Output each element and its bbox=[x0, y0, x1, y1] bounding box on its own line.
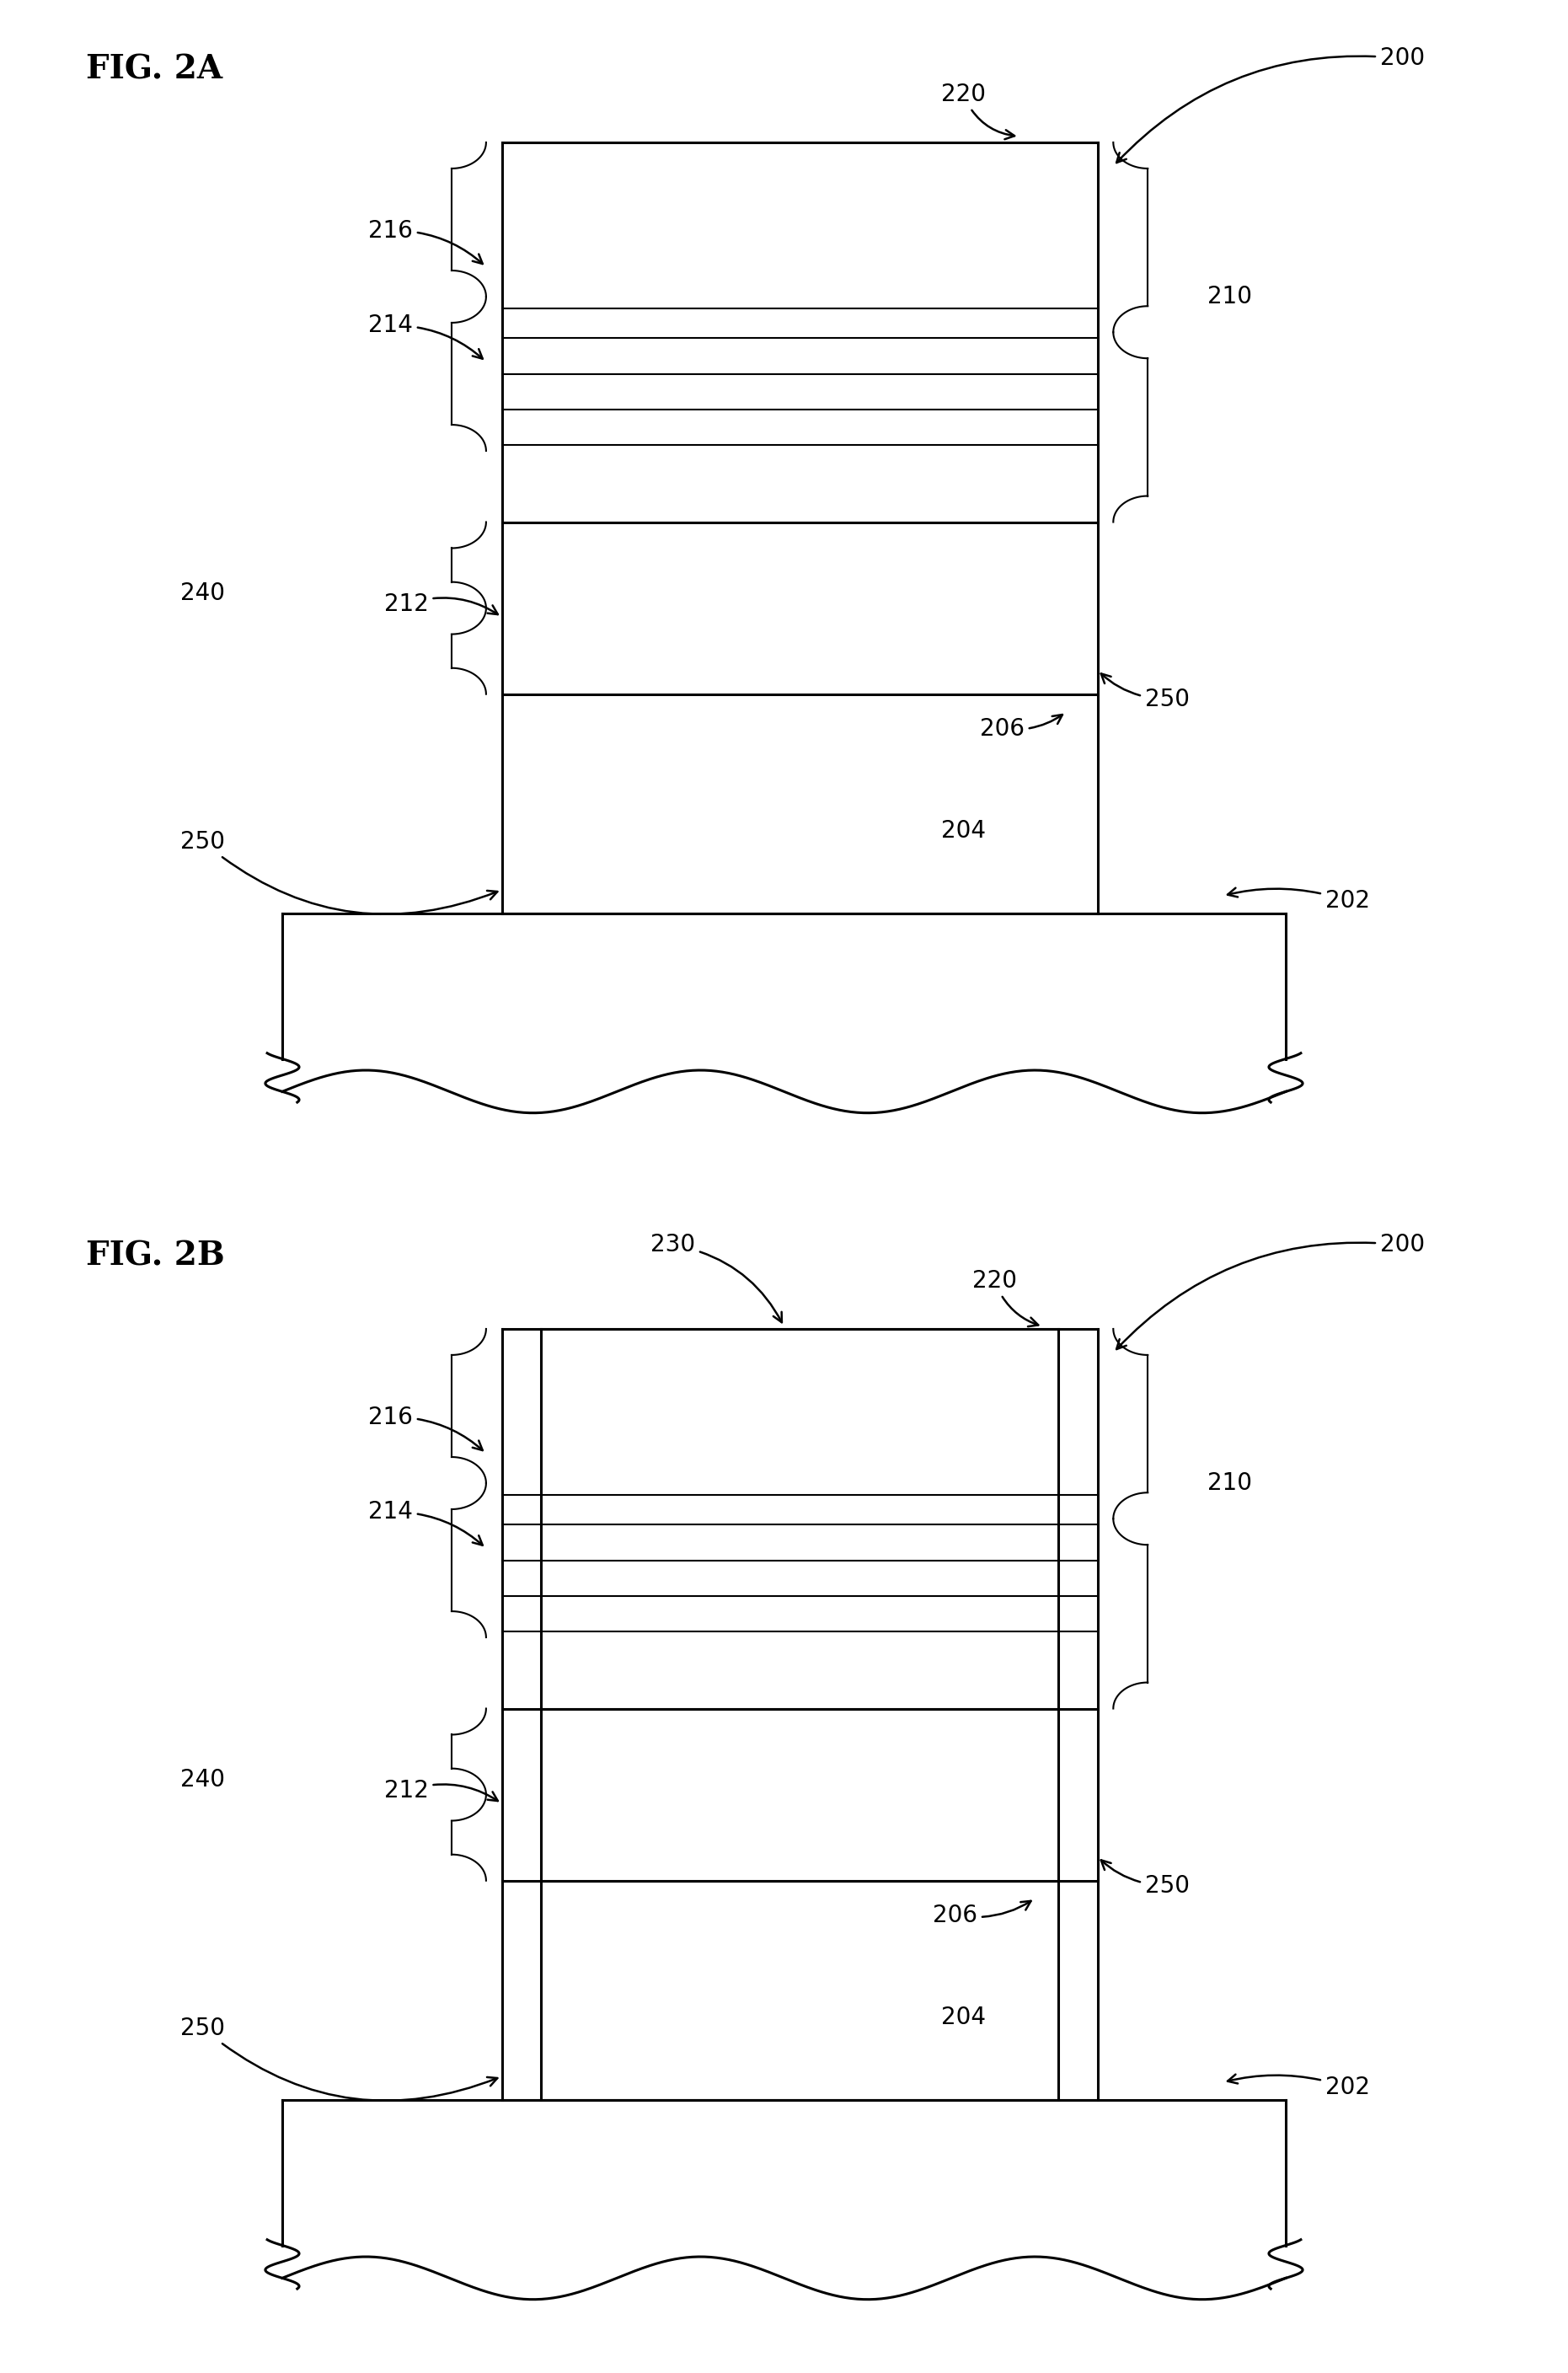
Text: 220: 220 bbox=[941, 83, 1014, 140]
Text: 210: 210 bbox=[1207, 285, 1251, 308]
Text: 206: 206 bbox=[980, 714, 1063, 740]
Text: FIG. 2B: FIG. 2B bbox=[86, 1239, 226, 1272]
Text: 250: 250 bbox=[1101, 1860, 1189, 1898]
Text: 216: 216 bbox=[368, 218, 483, 263]
Text: 230: 230 bbox=[651, 1234, 782, 1322]
Text: 200: 200 bbox=[1116, 47, 1425, 164]
Text: 216: 216 bbox=[368, 1405, 483, 1450]
Text: 202: 202 bbox=[1228, 888, 1369, 914]
Text: 212: 212 bbox=[384, 1780, 497, 1803]
Text: 212: 212 bbox=[384, 593, 497, 617]
Text: 210: 210 bbox=[1207, 1471, 1251, 1495]
Text: 220: 220 bbox=[972, 1270, 1038, 1327]
Text: 214: 214 bbox=[368, 1500, 483, 1545]
Text: 204: 204 bbox=[941, 819, 985, 842]
Text: 250: 250 bbox=[180, 831, 497, 914]
Text: FIG. 2A: FIG. 2A bbox=[86, 52, 223, 85]
Text: 200: 200 bbox=[1116, 1234, 1425, 1350]
Text: 250: 250 bbox=[180, 2017, 497, 2100]
Text: 240: 240 bbox=[180, 581, 224, 605]
Text: 214: 214 bbox=[368, 313, 483, 358]
Text: 204: 204 bbox=[941, 2005, 985, 2029]
Text: 250: 250 bbox=[1101, 674, 1189, 712]
Text: 202: 202 bbox=[1228, 2074, 1369, 2100]
Text: 240: 240 bbox=[180, 1768, 224, 1792]
Text: 206: 206 bbox=[933, 1901, 1030, 1927]
